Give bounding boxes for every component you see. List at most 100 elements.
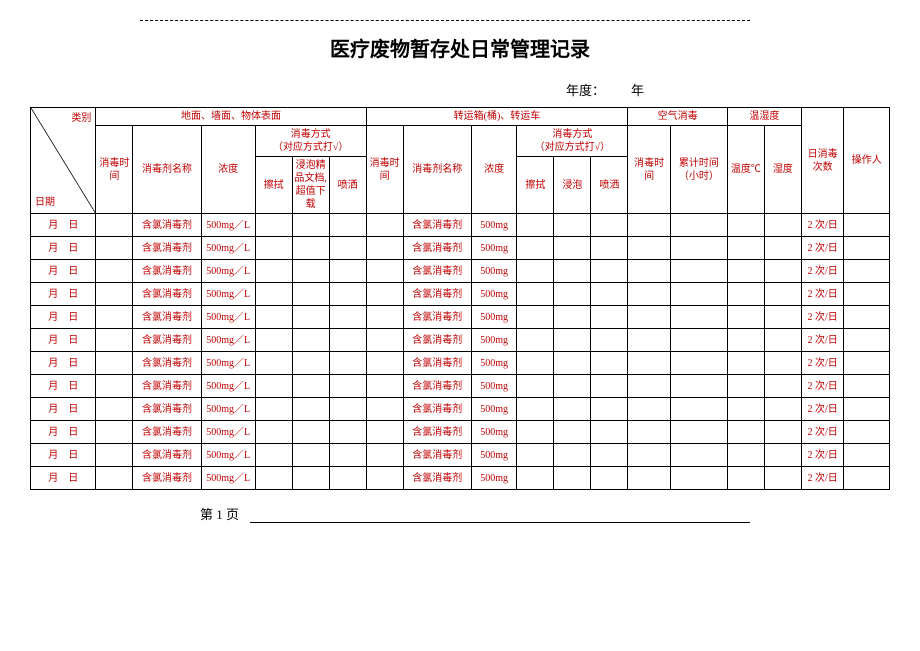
cell-surface-spray [329,467,366,490]
cell-temp [727,352,764,375]
cell-air-time [628,421,671,444]
cell-surface-soak [292,398,329,421]
cell-trans-agent: 含氯消毒剂 [403,214,471,237]
cell-surface-wipe [255,444,292,467]
cell-air-dur [670,237,727,260]
cell-trans-soak [554,329,591,352]
cell-surface-spray [329,260,366,283]
cell-temp [727,329,764,352]
cell-date: 月 日 [31,283,96,306]
cell-trans-conc: 500mg [471,444,517,467]
cell-surface-agent: 含氯消毒剂 [133,329,201,352]
group-transport: 转运箱(桶)、转运车 [366,108,628,126]
record-table: 类别 日期 地面、墙面、物体表面 转运箱(桶)、转运车 空气消毒 温湿度 日消毒… [30,107,890,490]
cell-surface-agent: 含氯消毒剂 [133,421,201,444]
cell-air-dur [670,444,727,467]
h-temp: 温度℃ [727,126,764,214]
cell-surface-agent: 含氯消毒剂 [133,214,201,237]
cell-daily: 2 次/日 [801,375,844,398]
cell-trans-soak [554,444,591,467]
h-trans-spray: 喷洒 [591,157,628,214]
cell-surface-conc: 500mg／L [201,375,255,398]
table-row: 月 日含氯消毒剂500mg／L含氯消毒剂500mg2 次/日 [31,421,890,444]
cell-air-dur [670,260,727,283]
cell-surface-conc: 500mg／L [201,444,255,467]
cell-temp [727,444,764,467]
cell-trans-conc: 500mg [471,467,517,490]
cell-surface-conc: 500mg／L [201,237,255,260]
cell-surface-wipe [255,306,292,329]
cell-operator [844,467,890,490]
cell-humid [764,375,801,398]
cell-temp [727,237,764,260]
cell-daily: 2 次/日 [801,214,844,237]
cell-air-time [628,260,671,283]
h-surface-conc: 浓度 [201,126,255,214]
cell-humid [764,398,801,421]
table-row: 月 日含氯消毒剂500mg／L含氯消毒剂500mg2 次/日 [31,329,890,352]
cell-operator [844,421,890,444]
h-surface-soak: 浸泡精品文档,超值下载 [292,157,329,214]
cell-air-time [628,398,671,421]
cell-humid [764,444,801,467]
h-surface-wipe: 擦拭 [255,157,292,214]
cell-surface-time [96,237,133,260]
cell-operator [844,398,890,421]
cell-trans-agent: 含氯消毒剂 [403,444,471,467]
cell-trans-wipe [517,214,554,237]
cell-trans-agent: 含氯消毒剂 [403,329,471,352]
cell-date: 月 日 [31,444,96,467]
cell-air-time [628,467,671,490]
cell-trans-wipe [517,260,554,283]
cell-trans-wipe [517,375,554,398]
cell-trans-wipe [517,444,554,467]
cell-air-time [628,214,671,237]
cell-daily: 2 次/日 [801,444,844,467]
h-trans-conc: 浓度 [471,126,517,214]
cell-daily: 2 次/日 [801,467,844,490]
cell-trans-time [366,352,403,375]
h-trans-agent: 消毒剂名称 [403,126,471,214]
cell-trans-conc: 500mg [471,283,517,306]
cell-trans-spray [591,306,628,329]
header-date: 日期 [35,196,55,209]
cell-trans-spray [591,421,628,444]
cell-surface-spray [329,444,366,467]
cell-trans-soak [554,398,591,421]
cell-date: 月 日 [31,237,96,260]
cell-trans-time [366,444,403,467]
year-label: 年度： [566,83,605,98]
cell-humid [764,283,801,306]
footer-page: 第 1 页 [200,504,239,523]
cell-temp [727,283,764,306]
cell-daily: 2 次/日 [801,306,844,329]
cell-trans-time [366,237,403,260]
cell-surface-agent: 含氯消毒剂 [133,352,201,375]
cell-trans-time [366,283,403,306]
cell-air-dur [670,398,727,421]
cell-trans-time [366,306,403,329]
cell-date: 月 日 [31,398,96,421]
cell-humid [764,467,801,490]
h-trans-wipe: 擦拭 [517,157,554,214]
cell-surface-wipe [255,237,292,260]
header-operator: 操作人 [844,108,890,214]
cell-trans-spray [591,398,628,421]
cell-surface-conc: 500mg／L [201,306,255,329]
cell-surface-agent: 含氯消毒剂 [133,306,201,329]
cell-surface-agent: 含氯消毒剂 [133,260,201,283]
cell-surface-wipe [255,260,292,283]
cell-trans-soak [554,306,591,329]
group-air: 空气消毒 [628,108,728,126]
cell-trans-agent: 含氯消毒剂 [403,260,471,283]
cell-surface-soak [292,260,329,283]
h-trans-time: 消毒时间 [366,126,403,214]
footer-underline [250,522,750,523]
cell-trans-wipe [517,467,554,490]
cell-surface-time [96,329,133,352]
cell-humid [764,352,801,375]
cell-surface-spray [329,283,366,306]
cell-surface-spray [329,421,366,444]
table-row: 月 日含氯消毒剂500mg／L含氯消毒剂500mg2 次/日 [31,352,890,375]
top-dash-line [140,20,750,21]
